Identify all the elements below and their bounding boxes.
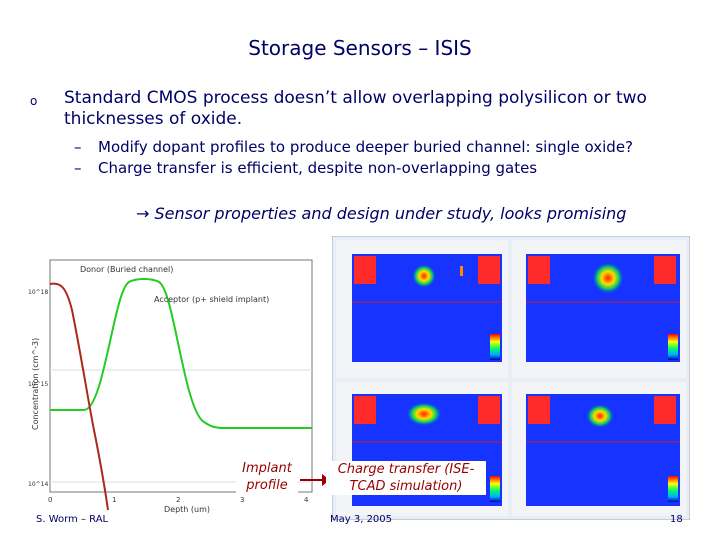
x-tick-label: 4 xyxy=(304,496,309,504)
sim-panel-3 xyxy=(336,382,508,516)
y-tick-label: 10^15 xyxy=(28,381,48,388)
main-bullet-text: Standard CMOS process doesn’t allow over… xyxy=(64,88,647,129)
x-tick-label: 3 xyxy=(240,496,244,504)
sim-panel-1 xyxy=(336,240,508,378)
sim-panel-4 xyxy=(512,382,686,516)
sub-bullet-1: – Modify dopant profiles to produce deepe… xyxy=(74,138,633,157)
conclusion-text: Sensor properties and design under study… xyxy=(154,204,627,223)
arrow-icon: → xyxy=(136,204,150,223)
donor-curve xyxy=(49,282,109,511)
footer-page-number: 18 xyxy=(670,514,683,525)
slide-title: Storage Sensors – ISIS xyxy=(248,36,472,60)
x-tick-label: 0 xyxy=(48,496,52,504)
conclusion-line: → Sensor properties and design under stu… xyxy=(136,204,626,223)
implant-profile-caption: Implant profile xyxy=(236,460,298,494)
sim-panel-2 xyxy=(512,240,686,378)
footer-date: May 3, 2005 xyxy=(330,514,393,525)
x-tick-label: 2 xyxy=(176,496,180,504)
footer-author: S. Worm – RAL xyxy=(36,514,109,525)
y-tick-label: 10^14 xyxy=(28,481,48,488)
sub-bullet-2: – Charge transfer is efficient, despite n… xyxy=(74,159,537,178)
x-axis-label: Depth (um) xyxy=(164,505,210,514)
sub-bullet-dash: – xyxy=(74,159,82,177)
x-tick-label: 1 xyxy=(112,496,116,504)
legend-donor: Donor (Buried channel) xyxy=(80,265,173,274)
legend-acceptor: Acceptor (p+ shield implant) xyxy=(154,295,269,304)
doping-profile-plot: Donor (Buried channel) Acceptor (p+ shie… xyxy=(24,250,322,516)
sub-bullet-dash: – xyxy=(74,138,82,156)
y-axis-label: Concentration (cm^-3) xyxy=(31,338,40,430)
bullet-marker: o xyxy=(30,94,38,108)
acceptor-curve xyxy=(50,278,312,429)
sub-bullet-text: Modify dopant profiles to produce deeper… xyxy=(98,138,634,156)
sub-bullet-text: Charge transfer is efficient, despite no… xyxy=(98,159,538,177)
y-tick-label: 10^18 xyxy=(28,289,48,296)
charge-transfer-caption: Charge transfer (ISE-TCAD simulation) xyxy=(326,461,486,495)
plot-frame xyxy=(49,259,313,493)
